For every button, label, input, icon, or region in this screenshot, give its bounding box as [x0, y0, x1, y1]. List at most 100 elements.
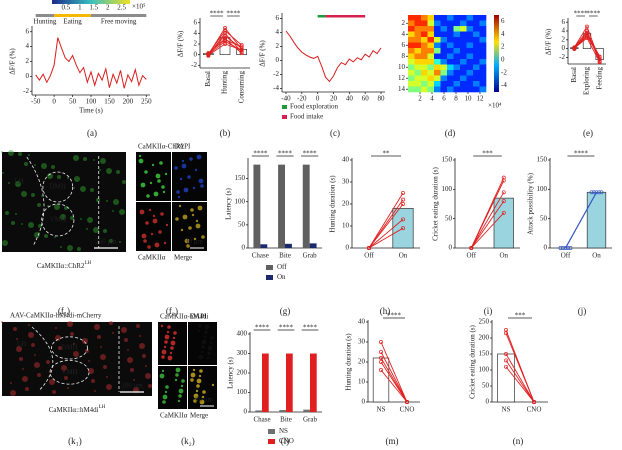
cell-signal — [180, 384, 184, 388]
individual-point — [504, 364, 508, 369]
y-tick-label: 6 — [194, 18, 198, 26]
significance-label: **** — [255, 324, 270, 332]
cell-signal — [52, 390, 56, 394]
y-tick-label: 50 — [482, 382, 490, 390]
region-label: LH — [17, 340, 26, 348]
x-tick-label: Grab — [303, 416, 317, 424]
heat-cell — [414, 59, 422, 65]
cell-signal — [190, 208, 194, 212]
x-tick-label: CNO — [527, 406, 542, 414]
heat-cell — [473, 75, 480, 82]
heat-cell — [421, 26, 428, 32]
cell-signal — [58, 346, 62, 350]
cell-signal — [183, 187, 189, 193]
cell-signal — [100, 354, 106, 360]
individual-point — [561, 246, 565, 250]
cell-signal — [177, 399, 181, 403]
heat-cell — [440, 42, 448, 49]
cell-signal — [190, 372, 196, 378]
heat-cell — [447, 81, 454, 87]
bar — [302, 164, 310, 248]
y-tick-label: 0 — [346, 244, 350, 252]
individual-point — [563, 246, 568, 250]
heat-cell — [440, 70, 448, 76]
heat-cell — [414, 86, 422, 93]
heat-cell — [460, 37, 467, 43]
heat-cell — [434, 48, 441, 54]
channel-label: Merge — [190, 412, 208, 420]
cell-signal — [47, 173, 53, 179]
heat-cell — [453, 37, 461, 43]
individual-line — [470, 177, 505, 249]
cell-signal — [154, 242, 160, 248]
panel-label: (g) — [280, 306, 291, 316]
individual-point — [597, 60, 602, 65]
colorbar-exponent: ×10⁵ — [132, 3, 146, 11]
heat-cell — [434, 26, 441, 32]
cell-signal — [93, 227, 99, 233]
legend-swatch — [268, 429, 275, 434]
cell-signal — [130, 368, 134, 372]
heat-cell — [453, 64, 461, 71]
individual-point — [501, 190, 506, 195]
heat-cell — [466, 53, 474, 60]
heat-cell — [408, 81, 415, 87]
cell-signal — [190, 378, 194, 382]
cell-signal — [143, 239, 147, 243]
heat-cell — [414, 81, 422, 87]
heat-cell — [440, 37, 448, 43]
cell-signal — [122, 180, 126, 184]
scale-label: 30 μm — [185, 238, 204, 246]
cell-signal — [22, 368, 24, 370]
region-label: DMH — [50, 183, 66, 191]
individual-line — [573, 31, 601, 57]
cell-signal — [55, 335, 61, 341]
heat-cell — [460, 81, 467, 87]
cell-signal — [191, 213, 195, 217]
cell-signal — [162, 394, 168, 400]
individual-line — [207, 30, 242, 55]
cell-signal — [139, 335, 141, 337]
x-tick-label: 50 — [69, 98, 77, 106]
trace — [285, 30, 382, 83]
panel-label: (k₂) — [181, 436, 195, 446]
cell-signal — [162, 400, 166, 404]
cell-signal — [202, 390, 206, 394]
individual-point — [401, 191, 405, 195]
cell-signal — [140, 182, 146, 188]
heat-cell — [473, 64, 480, 71]
cell-signal — [170, 346, 174, 350]
y-tick-label: 0 — [276, 56, 280, 64]
individual-line — [368, 227, 404, 249]
micrograph-title: AAV-CaMKIIα-hM4di-mCherry — [10, 312, 102, 320]
individual-point — [223, 28, 227, 33]
heat-cell — [460, 75, 467, 82]
heat-cell — [440, 31, 448, 38]
cell-signal — [106, 384, 112, 390]
cell-signal — [180, 228, 184, 232]
panel-label: (h) — [380, 306, 391, 316]
phase-bar — [91, 14, 147, 17]
channel-label: CaMKIIα — [138, 254, 166, 262]
individual-point — [401, 217, 405, 222]
cell-signal — [31, 193, 35, 197]
cell-signal — [57, 175, 61, 179]
heat-cell — [408, 20, 415, 27]
heat-cell — [479, 26, 487, 32]
x-tick-label: Feeding — [595, 67, 603, 90]
brain-outline — [31, 326, 54, 391]
heat-cell — [479, 70, 487, 76]
legend-swatch — [268, 439, 275, 444]
cell-signal — [199, 369, 203, 373]
cell-signal — [175, 217, 179, 221]
legend-label: Food exploration — [290, 103, 339, 111]
x-tick-label: 200 — [123, 98, 134, 106]
cell-signal — [201, 395, 205, 399]
cell-signal — [195, 219, 199, 223]
heat-cell — [466, 15, 474, 21]
significance-label: *** — [482, 150, 493, 158]
